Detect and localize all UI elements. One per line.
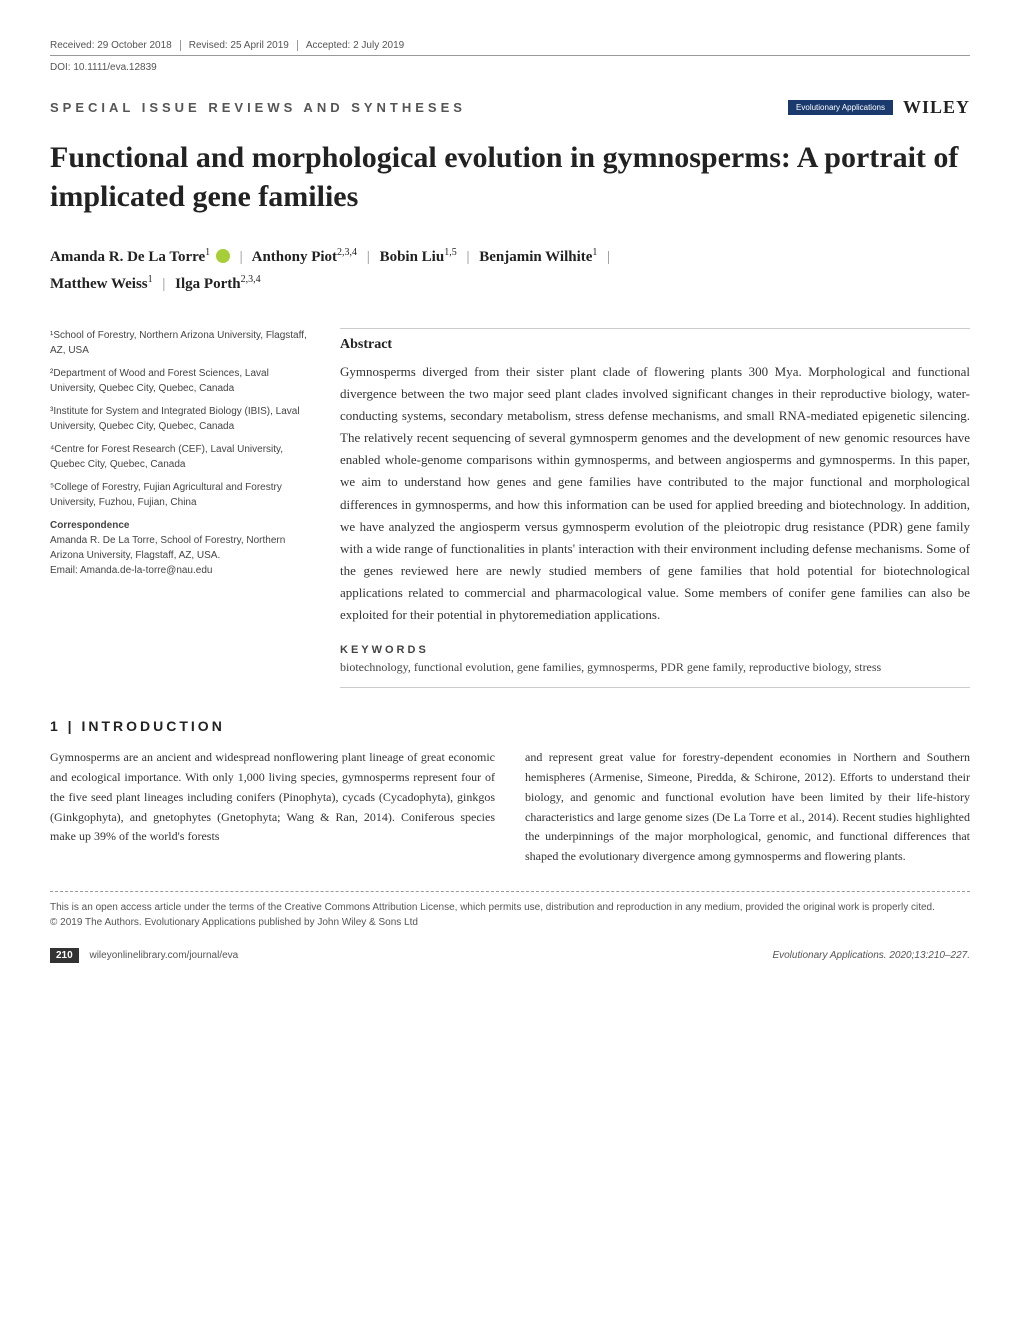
journal-url: wileyonlinelibrary.com/journal/eva <box>89 950 238 961</box>
article-type-row: SPECIAL ISSUE REVIEWS AND SYNTHESES Evol… <box>50 97 970 118</box>
affiliation: ²Department of Wood and Forest Sciences,… <box>50 366 310 396</box>
correspondence-head: Correspondence <box>50 518 310 533</box>
author-separator: | <box>607 249 610 265</box>
author-separator: | <box>367 249 370 265</box>
author: Bobin Liu1,5 <box>380 249 457 265</box>
article-type: SPECIAL ISSUE REVIEWS AND SYNTHESES <box>50 100 466 115</box>
license-text: This is an open access article under the… <box>50 900 970 915</box>
orcid-icon <box>216 249 230 263</box>
section-heading: 1 | INTRODUCTION <box>50 718 970 734</box>
author: Ilga Porth2,3,4 <box>175 276 260 292</box>
author-separator: | <box>466 249 469 265</box>
abstract-text: Gymnosperms diverged from their sister p… <box>340 361 970 626</box>
page-number: 210 <box>50 948 79 963</box>
copyright-text: © 2019 The Authors. Evolutionary Applica… <box>50 915 970 930</box>
publisher-logo: WILEY <box>903 97 970 118</box>
article-title: Functional and morphological evolution i… <box>50 138 970 216</box>
citation: Evolutionary Applications. 2020;13:210–2… <box>772 950 970 961</box>
body-columns: Gymnosperms are an ancient and widesprea… <box>50 748 970 867</box>
abstract-column: Abstract Gymnosperms diverged from their… <box>340 328 970 688</box>
page-footer: 210 wileyonlinelibrary.com/journal/eva E… <box>50 950 970 961</box>
article-dates-row: Received: 29 October 2018 Revised: 25 Ap… <box>50 40 970 56</box>
received-date: Received: 29 October 2018 <box>50 40 181 51</box>
author-separator: | <box>162 276 165 292</box>
affiliation: ³Institute for System and Integrated Bio… <box>50 404 310 434</box>
revised-date: Revised: 25 April 2019 <box>181 40 298 51</box>
keywords-heading: KEYWORDS <box>340 644 970 656</box>
affiliation: ¹School of Forestry, Northern Arizona Un… <box>50 328 310 358</box>
author-separator: | <box>240 249 243 265</box>
author: Amanda R. De La Torre1 <box>50 249 230 265</box>
author-list: Amanda R. De La Torre1 | Anthony Piot2,3… <box>50 244 970 298</box>
affiliation: ⁵College of Forestry, Fujian Agricultura… <box>50 480 310 510</box>
body-col-right: and represent great value for forestry-d… <box>525 748 970 867</box>
license-block: This is an open access article under the… <box>50 891 970 930</box>
abstract-heading: Abstract <box>340 328 970 353</box>
affiliations-column: ¹School of Forestry, Northern Arizona Un… <box>50 328 310 688</box>
body-col-left: Gymnosperms are an ancient and widesprea… <box>50 748 495 867</box>
journal-badge: Evolutionary Applications WILEY <box>788 97 970 118</box>
doi: DOI: 10.1111/eva.12839 <box>50 62 970 73</box>
author: Benjamin Wilhite1 <box>479 249 597 265</box>
journal-label: Evolutionary Applications <box>788 100 893 115</box>
affiliation: ⁴Centre for Forest Research (CEF), Laval… <box>50 442 310 472</box>
correspondence-email: Email: Amanda.de-la-torre@nau.edu <box>50 563 310 578</box>
keywords-text: biotechnology, functional evolution, gen… <box>340 660 970 688</box>
author: Anthony Piot2,3,4 <box>252 249 357 265</box>
accepted-date: Accepted: 2 July 2019 <box>298 40 412 51</box>
footer-left: 210 wileyonlinelibrary.com/journal/eva <box>50 950 238 961</box>
author: Matthew Weiss1 <box>50 276 153 292</box>
correspondence-body: Amanda R. De La Torre, School of Forestr… <box>50 533 310 563</box>
meta-abstract-row: ¹School of Forestry, Northern Arizona Un… <box>50 328 970 688</box>
